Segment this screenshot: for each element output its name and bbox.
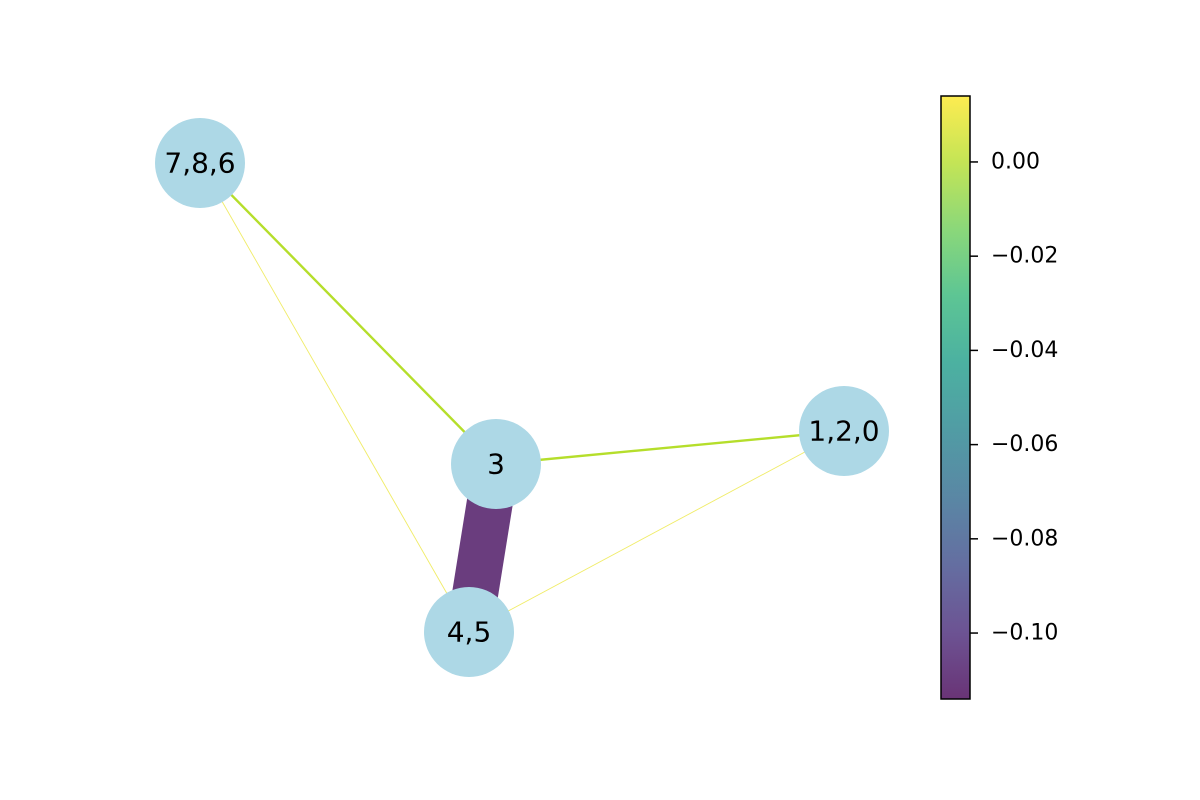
node-label: 7,8,6 bbox=[164, 147, 235, 180]
node-3: 3 bbox=[451, 419, 541, 509]
node-label: 1,2,0 bbox=[808, 415, 879, 448]
colorbar-tick-label: −0.06 bbox=[991, 432, 1058, 457]
node-45: 4,5 bbox=[424, 587, 514, 677]
colorbar-tick-label: −0.08 bbox=[991, 526, 1058, 551]
node-circle bbox=[155, 118, 245, 208]
node-layer: 7,8,6 3 1,2,0 4,5 bbox=[155, 118, 889, 677]
node-circle bbox=[799, 386, 889, 476]
edge-120-45 bbox=[468, 430, 845, 633]
colorbar: 0.00 −0.02 −0.04 −0.06 −0.08 −0.10 bbox=[940, 95, 1058, 700]
node-label: 4,5 bbox=[447, 616, 492, 649]
colorbar-tick-label: −0.10 bbox=[991, 621, 1058, 646]
colorbar-tick-label: −0.02 bbox=[991, 244, 1058, 269]
node-label: 3 bbox=[487, 448, 505, 481]
node-120: 1,2,0 bbox=[799, 386, 889, 476]
colorbar-frame bbox=[940, 95, 971, 700]
colorbar-tick-label: 0.00 bbox=[991, 149, 1040, 174]
edge-786-45 bbox=[199, 162, 470, 633]
edge-3-120 bbox=[495, 429, 845, 466]
node-circle bbox=[424, 587, 514, 677]
colorbar-tick-label: −0.04 bbox=[991, 338, 1058, 363]
colorbar-ticks: 0.00 −0.02 −0.04 −0.06 −0.08 −0.10 bbox=[970, 149, 1058, 646]
edge-layer bbox=[199, 162, 845, 636]
node-circle bbox=[451, 419, 541, 509]
colorbar-gradient bbox=[941, 96, 970, 699]
edge-786-3 bbox=[199, 162, 497, 465]
node-786: 7,8,6 bbox=[155, 118, 245, 208]
